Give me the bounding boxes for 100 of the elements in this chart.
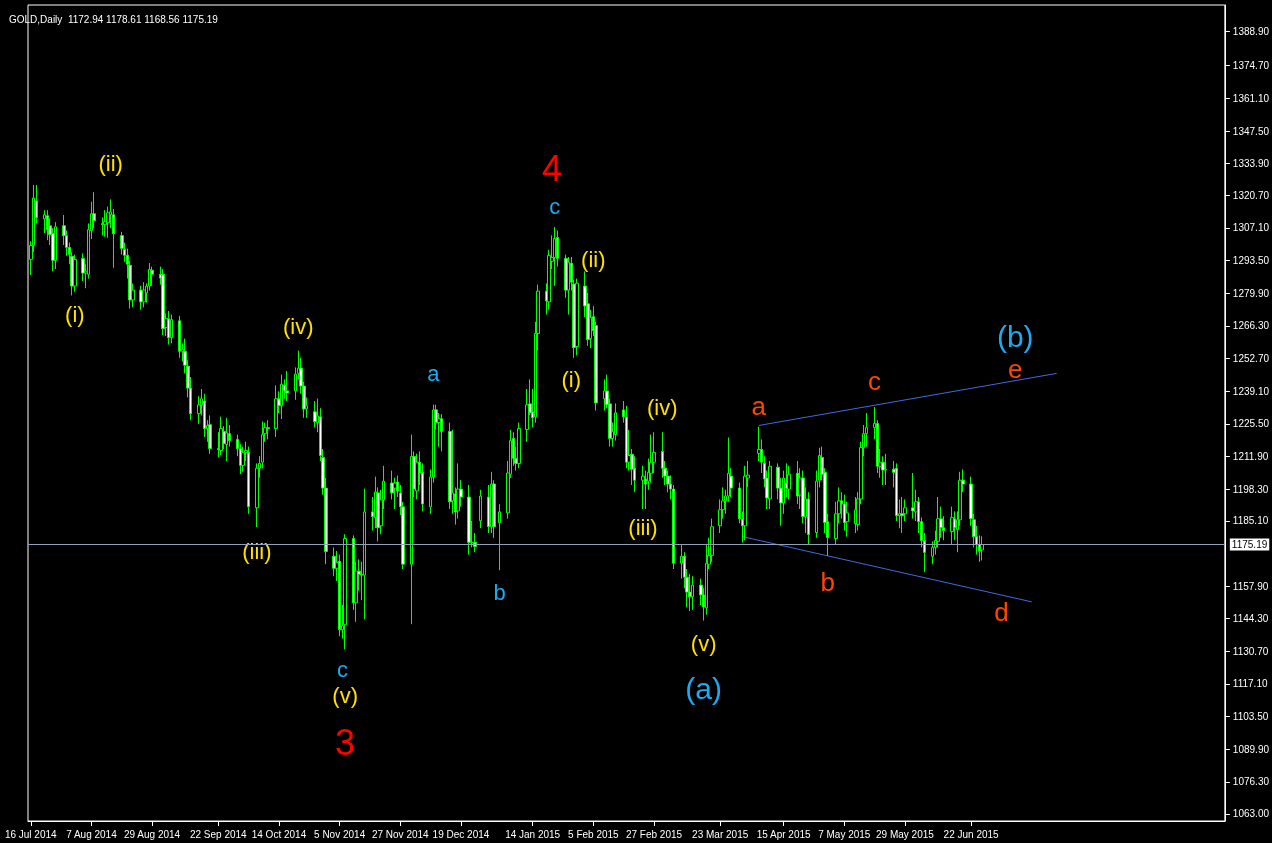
text: GOLD,Daily 1172.94 1178.61 1168.56 1175.19 bbox=[9, 13, 219, 25]
annotation: (ii) bbox=[581, 246, 606, 272]
candlestick bbox=[161, 268, 165, 336]
annotation: 3 bbox=[335, 722, 356, 764]
annotation: c bbox=[868, 366, 882, 397]
candlestick bbox=[313, 400, 317, 428]
candlestick bbox=[768, 460, 772, 510]
annotation: e bbox=[1008, 354, 1023, 385]
candlestick bbox=[807, 491, 810, 546]
candlestick bbox=[274, 384, 278, 438]
candlestick bbox=[603, 378, 606, 412]
y-tick-label: 1252.70 bbox=[1232, 353, 1270, 365]
y-tick-label: 1239.10 bbox=[1232, 385, 1270, 397]
candlestick bbox=[247, 446, 250, 515]
x-tick-label: 29 May 2015 bbox=[876, 828, 935, 840]
candlestick bbox=[73, 254, 77, 293]
candlestick bbox=[498, 503, 501, 571]
candlestick bbox=[54, 221, 57, 270]
candlestick bbox=[911, 472, 915, 520]
annotation: (b) bbox=[996, 319, 1034, 353]
candlestick bbox=[479, 489, 482, 529]
candlestick bbox=[415, 453, 419, 500]
x-tick-label: 5 Nov 2014 bbox=[314, 828, 366, 840]
y-tick-label: 1089.90 bbox=[1232, 743, 1270, 755]
candlestick bbox=[203, 393, 206, 438]
candlestick bbox=[900, 496, 904, 534]
candlestick bbox=[854, 496, 857, 534]
candlestick bbox=[219, 416, 223, 456]
x-tick-label: 27 Feb 2015 bbox=[625, 828, 683, 840]
annotation: c bbox=[549, 194, 561, 220]
annotation: (v) bbox=[690, 630, 717, 656]
x-tick-label: 16 Jul 2014 bbox=[4, 828, 58, 840]
annotation: (a) bbox=[685, 671, 722, 705]
y-tick-label: 1117.10 bbox=[1232, 678, 1268, 690]
candlestick bbox=[950, 506, 954, 546]
annotation: (i) bbox=[561, 366, 582, 392]
candlestick bbox=[884, 453, 887, 486]
candlestick bbox=[332, 546, 336, 577]
annotation: a bbox=[751, 390, 767, 421]
candlestick bbox=[170, 314, 173, 344]
candlestick bbox=[266, 419, 270, 440]
x-tick-label: 22 Sep 2014 bbox=[189, 828, 248, 840]
y-tick-label: 1388.90 bbox=[1232, 26, 1270, 38]
ref-line-label: 1175.19 bbox=[1231, 539, 1268, 551]
x-tick-label: 14 Oct 2014 bbox=[251, 828, 307, 840]
y-tick-label: 1374.70 bbox=[1232, 60, 1270, 72]
annotation: b bbox=[820, 567, 835, 598]
annotation: b bbox=[493, 579, 506, 605]
x-tick-label: 23 Mar 2015 bbox=[692, 828, 749, 840]
candlestick bbox=[467, 484, 471, 556]
candlestick bbox=[338, 554, 341, 637]
annotation: 4 bbox=[541, 147, 562, 189]
y-tick-label: 1103.50 bbox=[1232, 711, 1269, 723]
candlestick bbox=[448, 422, 452, 510]
annotation: a bbox=[427, 360, 441, 386]
x-tick-label: 5 Feb 2015 bbox=[568, 828, 620, 840]
annotation: d bbox=[994, 597, 1009, 628]
x-tick-label: 7 May 2015 bbox=[818, 828, 871, 840]
annotation: (i) bbox=[65, 302, 85, 328]
y-tick-label: 1185.10 bbox=[1232, 515, 1269, 527]
y-tick-label: 1293.50 bbox=[1232, 255, 1270, 267]
x-tick-label: 15 Apr 2015 bbox=[756, 828, 812, 840]
candlestick bbox=[139, 285, 143, 311]
y-tick-label: 1144.30 bbox=[1232, 613, 1269, 625]
candlestick bbox=[440, 413, 443, 452]
candlestick bbox=[743, 465, 747, 541]
candlestick bbox=[517, 422, 521, 469]
annotation: c bbox=[336, 656, 348, 682]
candlestick bbox=[688, 573, 692, 612]
x-tick-label: 7 Aug 2014 bbox=[66, 828, 118, 840]
candlestick bbox=[575, 278, 579, 356]
candlestick bbox=[142, 281, 146, 308]
candlestick bbox=[980, 535, 984, 561]
x-tick-label: 29 Aug 2014 bbox=[124, 828, 181, 840]
candlestick bbox=[225, 417, 228, 462]
x-tick-label: 14 Jan 2015 bbox=[505, 828, 561, 840]
y-tick-label: 1130.70 bbox=[1232, 645, 1269, 657]
annotation: (ii) bbox=[98, 150, 123, 176]
y-tick-label: 1347.50 bbox=[1232, 125, 1270, 137]
candlestick bbox=[787, 465, 791, 500]
candlestick bbox=[280, 374, 283, 420]
candlestick bbox=[567, 256, 570, 316]
y-tick-label: 1320.70 bbox=[1232, 189, 1270, 201]
y-tick-label: 1266.30 bbox=[1232, 320, 1270, 332]
y-tick-label: 1361.10 bbox=[1232, 92, 1270, 104]
y-tick-label: 1225.50 bbox=[1232, 418, 1270, 430]
candlestick bbox=[410, 434, 413, 625]
y-tick-label: 1279.90 bbox=[1232, 287, 1270, 299]
annotation: (iii) bbox=[628, 515, 658, 541]
y-tick-label: 1211.90 bbox=[1232, 450, 1269, 462]
candlestick bbox=[46, 209, 49, 241]
candlestick bbox=[241, 446, 245, 473]
candlestick bbox=[343, 533, 347, 650]
annotation: (iv) bbox=[647, 395, 678, 421]
y-tick-label: 1063.00 bbox=[1232, 808, 1270, 820]
candlestick bbox=[553, 226, 556, 287]
candlestick bbox=[167, 310, 170, 346]
annotation: (iv) bbox=[282, 314, 314, 340]
candlestick bbox=[625, 405, 628, 469]
annotation: (v) bbox=[332, 683, 358, 709]
